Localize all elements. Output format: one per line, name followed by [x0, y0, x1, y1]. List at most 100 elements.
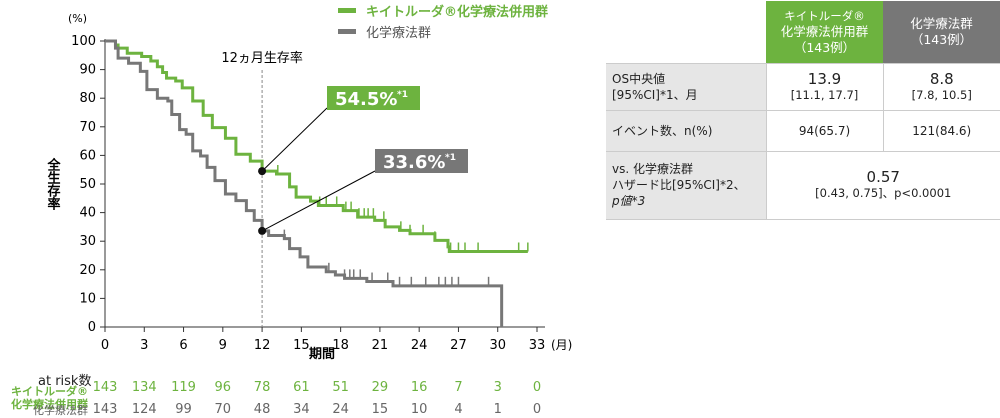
at-risk-value: 124 — [131, 402, 157, 417]
cell: [7.8, 10.5] — [911, 87, 972, 102]
header-chemo: 化学療法群 （143例） — [883, 1, 1000, 63]
x-tick-label: 6 — [179, 338, 187, 353]
callout-value: 54.5% — [335, 89, 397, 110]
callout-box — [327, 86, 420, 110]
annotation-label: 12ヵ月生存率 — [221, 50, 303, 66]
table-row: vs. 化学療法群ハザード比[95%CI]*2、 p値*3 0.57 [0.43, … — [606, 150, 1000, 219]
y-tick-label: 30 — [79, 234, 96, 249]
legend-label: キイトルーダ®化学療法併用群 — [366, 4, 548, 20]
at-risk-value: 24 — [332, 402, 349, 417]
legend-label: 化学療法群 — [366, 25, 431, 41]
cell: 121(84.6) — [882, 109, 1000, 151]
at-risk-label-2: 化学療法群 — [33, 404, 88, 417]
at-risk-value: 16 — [410, 380, 428, 395]
at-risk-value: 3 — [493, 380, 502, 395]
y-unit: (%) — [68, 12, 87, 25]
y-tick-label: 50 — [79, 177, 96, 192]
callout-box — [375, 149, 468, 173]
cell: 94(65.7) — [765, 109, 883, 151]
y-tick-label: 100 — [71, 34, 96, 49]
at-risk-label-1a: キイトルーダ® — [11, 385, 88, 398]
at-risk-value: 134 — [131, 380, 157, 395]
y-tick-label: 0 — [88, 320, 96, 335]
at-risk-value: 143 — [92, 380, 118, 395]
h1a: キイトルーダ® — [784, 8, 865, 23]
at-risk-value: 1 — [493, 402, 502, 417]
row-label: イベント数、n(%) — [606, 109, 766, 151]
at-risk-label-1: キイトルーダ® 化学療法併用群 — [0, 385, 88, 411]
y-tick-label: 20 — [79, 263, 96, 278]
callout-note: *1 — [445, 153, 456, 163]
at-risk-value: 78 — [253, 380, 271, 395]
h1c: （143例） — [793, 39, 856, 55]
table-corner — [606, 1, 766, 63]
y-tick-label: 80 — [79, 91, 96, 106]
at-risk-value: 61 — [293, 380, 310, 395]
y-tick-label: 90 — [79, 63, 96, 78]
km-chart: 0 10 20 30 40 50 60 70 80 90 100 0 3 6 9 12 15 18 21 24 27 30… — [45, 4, 573, 362]
at-risk-value: 0 — [532, 402, 542, 417]
survival-curve-1 — [105, 39, 504, 327]
row-label: OS中央値 — [612, 71, 666, 86]
at-risk-value: 70 — [214, 402, 232, 417]
y-tick-label: 60 — [79, 148, 96, 163]
y-tick-label: 40 — [79, 206, 96, 221]
h1b: 化学療法併用群 — [780, 23, 869, 39]
x-tick-label: 12 — [254, 338, 271, 353]
callout-value: 33.6% — [383, 152, 445, 173]
x-tick-label: 27 — [450, 338, 467, 353]
at-risk-label-1b: 化学療法併用群 — [11, 398, 88, 411]
at-risk-value: 7 — [454, 380, 463, 395]
at-risk-value: 29 — [371, 380, 389, 395]
x-tick-label: 15 — [293, 338, 310, 353]
x-tick-label: 18 — [332, 338, 349, 353]
at-risk-value: 15 — [371, 402, 389, 417]
h2a: 化学療法群 — [910, 15, 973, 31]
at-risk-title: at risk数 — [38, 374, 92, 389]
x-tick-label: 30 — [489, 338, 506, 353]
at-risk-value: 51 — [332, 380, 349, 395]
at-risk-value: 4 — [454, 402, 463, 417]
row-label: [95%CI]*1、月 — [612, 87, 698, 102]
at-risk-value: 143 — [92, 402, 118, 417]
cell: 8.8 — [929, 69, 954, 88]
x-tick-label: 24 — [411, 338, 428, 353]
callout-line — [261, 170, 376, 232]
row-label: vs. 化学療法群 — [612, 162, 693, 176]
summary-table: キイトルーダ® 化学療法併用群 （143例） 化学療法群 （143例） OS中央値 [9… — [606, 1, 1000, 220]
callout-note: *1 — [397, 90, 408, 100]
row-label: ハザード比[95%CI]*2、 — [612, 178, 746, 192]
at-risk-value: 48 — [253, 402, 271, 417]
h2b: （143例） — [910, 31, 973, 47]
at-risk-value: 34 — [293, 402, 310, 417]
x-tick-label: 33 — [529, 338, 546, 353]
row-label: p値*3 — [612, 194, 646, 208]
cell: 0.57 — [866, 168, 900, 186]
legend-swatch — [338, 8, 356, 13]
callout-line — [261, 107, 328, 172]
at-risk-value: 10 — [410, 402, 428, 417]
table-row: OS中央値 [95%CI]*1、月 13.9 [11.1, 17.7] 8.8 [7.… — [606, 62, 1000, 110]
y-tick-label: 70 — [79, 120, 96, 135]
y-axis-label: 全生存率 — [45, 157, 62, 211]
x-tick-label: 0 — [101, 338, 109, 353]
at-risk-value: 99 — [175, 402, 192, 417]
at-risk-value: 0 — [532, 380, 542, 395]
x-unit: (月) — [551, 338, 572, 352]
x-tick-label: 3 — [140, 338, 148, 353]
at-risk-value: 119 — [171, 380, 196, 395]
cell: [0.43, 0.75]、p<0.0001 — [815, 186, 952, 200]
table-row: イベント数、n(%) 94(65.7) 121(84.6) — [606, 109, 1000, 151]
y-tick-label: 10 — [79, 291, 96, 306]
12-month-point — [258, 226, 267, 235]
survival-curve-0 — [105, 39, 528, 253]
12-month-point — [258, 167, 267, 176]
x-axis-label: 期間 — [309, 347, 335, 362]
x-tick-label: 9 — [219, 338, 227, 353]
at-risk-value: 96 — [214, 380, 232, 395]
header-pembro: キイトルーダ® 化学療法併用群 （143例） — [766, 1, 883, 63]
cell: 13.9 — [807, 69, 842, 88]
x-tick-label: 21 — [372, 338, 389, 353]
cell: [11.1, 17.7] — [790, 87, 859, 102]
legend-swatch — [338, 29, 356, 34]
